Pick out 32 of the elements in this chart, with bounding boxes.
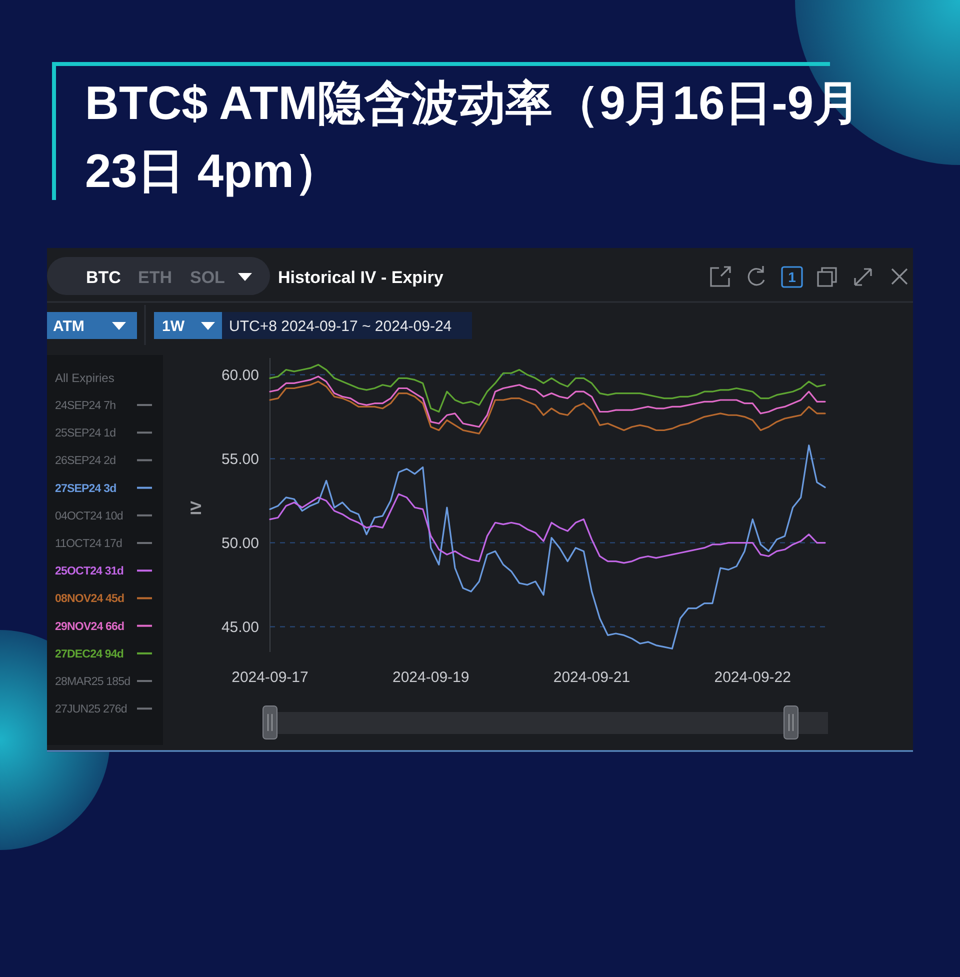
text: Historical IV - Expiry	[278, 268, 444, 287]
legend-label: 24SEP24 7h	[55, 400, 116, 412]
line-series	[269, 493, 826, 564]
legend-title: All Expiries	[55, 371, 114, 385]
y-tick-label: 50.00	[221, 534, 259, 552]
x-tick-label: 2024-09-17	[232, 669, 308, 686]
x-tick-label: 2024-09-19	[392, 669, 470, 686]
x-tick-label: 2024-09-22	[714, 669, 791, 686]
y-tick-label: 60.00	[221, 366, 259, 384]
line-series	[269, 380, 826, 434]
legend-label: 08NOV24 45d	[55, 593, 124, 606]
line-series	[269, 444, 826, 650]
text: UTC+8 2024-09-17 ~ 2024-09-24	[229, 318, 452, 335]
legend-label: 25OCT24 31d	[55, 566, 124, 578]
y-tick-label: 45.00	[221, 618, 259, 636]
text: BTC	[86, 268, 121, 287]
legend-label: 26SEP24 2d	[55, 455, 116, 468]
legend-label: 28MAR25 185d	[55, 676, 130, 688]
line-series	[269, 376, 826, 428]
y-tick-label: 55.00	[221, 450, 259, 468]
legend-label: 29NOV24 66d	[55, 620, 124, 633]
x-tick-label: 2024-09-21	[553, 669, 630, 686]
legend-label: 25SEP24 1d	[55, 428, 116, 440]
line-series	[269, 364, 826, 413]
chart-title: BTC$ ATM隐含波动率（9月16日-9月23日 4pm）	[85, 75, 862, 199]
y-axis-title: IV	[188, 500, 205, 516]
legend-label: 04OCT24 10d	[55, 510, 123, 522]
legend-label: 27JUN25 276d	[55, 704, 127, 716]
text: ATM	[53, 318, 84, 335]
legend-label: 27DEC24 94d	[55, 648, 124, 660]
legend-label: 27SEP24 3d	[55, 482, 117, 495]
legend-label: 11OCT24 17d	[55, 538, 122, 550]
